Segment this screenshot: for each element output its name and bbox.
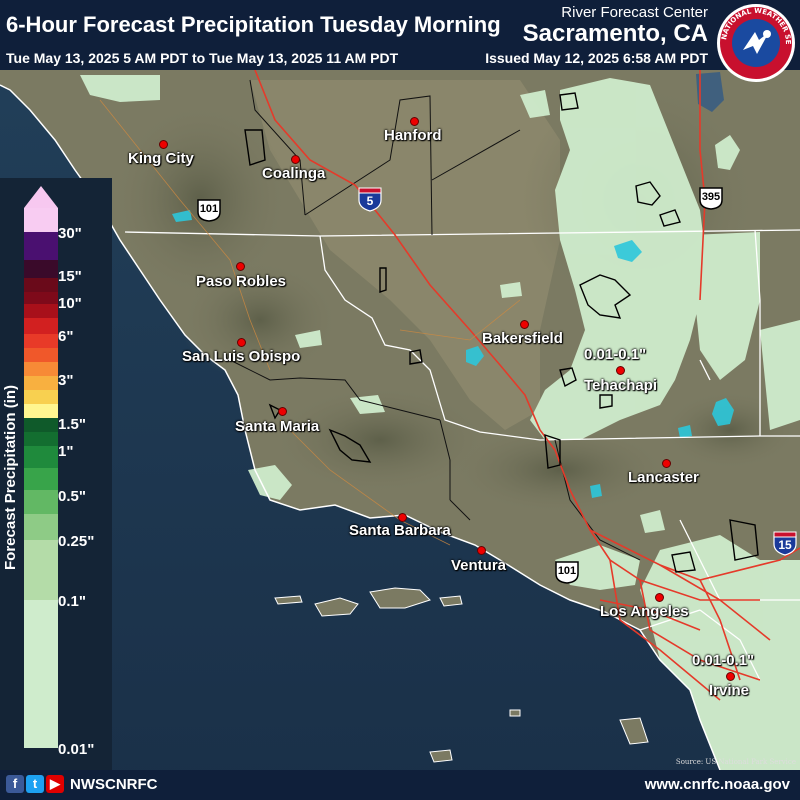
legend-swatch bbox=[24, 468, 58, 490]
channel-islands bbox=[274, 587, 649, 763]
interstate-shield: 15 bbox=[772, 530, 798, 556]
legend-swatch bbox=[24, 514, 58, 540]
legend-tick: 0.5" bbox=[58, 488, 86, 505]
page-title: 6-Hour Forecast Precipitation Tuesday Mo… bbox=[6, 12, 501, 37]
city-dot bbox=[237, 338, 246, 347]
legend-swatch bbox=[24, 362, 58, 376]
city-dot bbox=[726, 672, 735, 681]
interstate-number: 15 bbox=[778, 538, 792, 552]
city-label: King City bbox=[128, 150, 194, 167]
forecast-amount-label: 0.01-0.1" bbox=[692, 652, 755, 669]
city-dot bbox=[477, 546, 486, 555]
legend-swatch bbox=[24, 318, 58, 334]
us-highway-number: 101 bbox=[557, 565, 577, 577]
rfc-label: River Forecast Center bbox=[561, 4, 708, 21]
central-valley bbox=[250, 80, 560, 430]
us-highway-shield: 101 bbox=[196, 198, 222, 222]
city-label: Santa Barbara bbox=[349, 522, 451, 539]
legend-swatch bbox=[24, 432, 58, 446]
legend-swatch bbox=[24, 260, 58, 278]
legend-swatch bbox=[24, 208, 58, 232]
city-label: Tehachapi bbox=[584, 377, 658, 394]
legend-tick: 1.5" bbox=[58, 416, 86, 433]
legend-swatch bbox=[24, 376, 58, 390]
city-dot bbox=[291, 155, 300, 164]
legend-swatch bbox=[24, 278, 58, 292]
precip-legend: 30" 15" 10" 6" 3" 1.5" 1" 0.5" 0.25" 0.1… bbox=[0, 178, 112, 770]
city-dot bbox=[410, 117, 419, 126]
legend-swatch bbox=[24, 348, 58, 362]
nws-logo-icon: NATIONAL WEATHER SERVICE bbox=[715, 2, 795, 82]
city-label: Ventura bbox=[451, 557, 507, 574]
legend-swatch bbox=[24, 600, 58, 748]
city-dot bbox=[662, 459, 671, 468]
legend-swatch bbox=[24, 404, 58, 418]
legend-tick: 0.1" bbox=[58, 593, 86, 610]
legend-title: Forecast Precipitation (in) bbox=[2, 384, 19, 570]
legend-swatch bbox=[24, 334, 58, 348]
legend-swatch bbox=[24, 390, 58, 404]
legend-swatch bbox=[24, 304, 58, 318]
legend-swatch bbox=[24, 540, 58, 600]
legend-tick: 3" bbox=[58, 372, 74, 389]
city-dot bbox=[278, 407, 287, 416]
us-highway-number: 395 bbox=[701, 191, 721, 203]
rfc-city: Sacramento, CA bbox=[522, 20, 708, 47]
city-label: Bakersfield bbox=[482, 330, 563, 347]
legend-swatch bbox=[24, 292, 58, 304]
legend-tick: 15" bbox=[58, 268, 82, 285]
legend-tick: 0.01" bbox=[58, 741, 95, 758]
us-highway-number: 101 bbox=[199, 203, 219, 215]
legend-swatch bbox=[24, 446, 58, 468]
facebook-icon[interactable]: f bbox=[6, 775, 24, 793]
website-link[interactable]: www.cnrfc.noaa.gov bbox=[644, 776, 790, 793]
us-highway-shield: 395 bbox=[698, 186, 724, 210]
us-highway-shield: 101 bbox=[554, 560, 580, 584]
city-dot bbox=[236, 262, 245, 271]
header-bar: 6-Hour Forecast Precipitation Tuesday Mo… bbox=[0, 0, 800, 70]
legend-tick: 10" bbox=[58, 295, 82, 312]
footer-bar: f t ▶ NWSCNRFC www.cnrfc.noaa.gov bbox=[0, 770, 800, 800]
minor-roads bbox=[99, 99, 521, 546]
interstate-number: 5 bbox=[366, 194, 374, 208]
city-label: Santa Maria bbox=[235, 418, 320, 435]
twitter-icon[interactable]: t bbox=[26, 775, 44, 793]
social-links: f t ▶ bbox=[6, 775, 64, 793]
issued-time: Issued May 12, 2025 6:58 AM PDT bbox=[485, 50, 708, 66]
large-lake bbox=[696, 72, 724, 112]
precip-outlines bbox=[244, 92, 759, 573]
forecast-time-range: Tue May 13, 2025 5 AM PDT to Tue May 13,… bbox=[6, 50, 399, 66]
city-label: Los Angeles bbox=[600, 603, 689, 620]
legend-tick: 1" bbox=[58, 443, 74, 460]
city-label: Hanford bbox=[384, 127, 442, 144]
map-credit: Source: US National Park Service bbox=[675, 758, 796, 766]
legend-tick: 0.25" bbox=[58, 533, 95, 550]
legend-swatch bbox=[24, 232, 58, 260]
youtube-icon[interactable]: ▶ bbox=[46, 775, 64, 793]
roads bbox=[254, 69, 800, 701]
legend-swatch bbox=[24, 418, 58, 432]
city-dot bbox=[398, 513, 407, 522]
interstate-shield: 5 bbox=[357, 186, 383, 212]
legend-tick: 30" bbox=[58, 225, 82, 242]
city-dot bbox=[616, 366, 625, 375]
legend-swatch bbox=[24, 490, 58, 514]
city-label: Lancaster bbox=[628, 469, 699, 486]
city-label: Irvine bbox=[709, 682, 750, 699]
city-label: San Luis Obispo bbox=[182, 348, 301, 365]
city-label: Coalinga bbox=[262, 165, 326, 182]
city-dot bbox=[159, 140, 168, 149]
lakes bbox=[172, 210, 734, 498]
city-dot bbox=[655, 593, 664, 602]
forecast-amount-label: 0.01-0.1" bbox=[584, 346, 647, 363]
legend-arrow bbox=[24, 186, 58, 208]
social-handle[interactable]: NWSCNRFC bbox=[70, 776, 158, 793]
city-label: Paso Robles bbox=[196, 273, 287, 290]
legend-tick: 6" bbox=[58, 328, 74, 345]
city-dot bbox=[520, 320, 529, 329]
